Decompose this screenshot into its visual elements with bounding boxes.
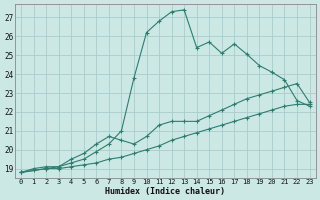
X-axis label: Humidex (Indice chaleur): Humidex (Indice chaleur) — [105, 187, 225, 196]
